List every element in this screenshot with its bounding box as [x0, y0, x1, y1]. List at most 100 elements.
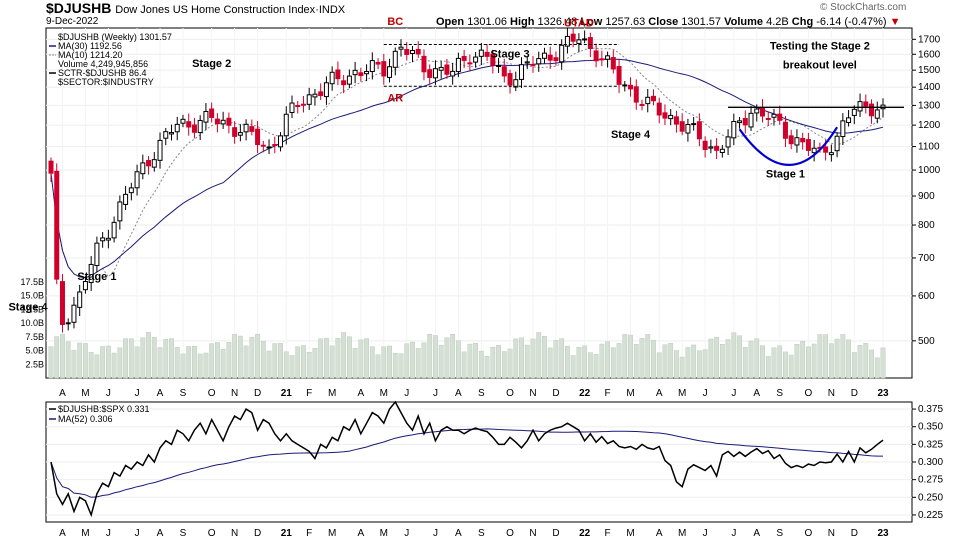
candle-body	[530, 63, 536, 66]
volume-bar	[679, 356, 685, 379]
low-value: 1257.63	[605, 16, 646, 28]
candle-body	[564, 35, 570, 47]
volume-bar	[570, 355, 576, 379]
candle-body	[249, 126, 255, 132]
volume-bar	[501, 351, 507, 379]
candle-body	[243, 123, 249, 133]
volume-bar	[622, 334, 628, 379]
x-tick-label: A	[656, 388, 663, 399]
price-tick-label: 1300	[918, 100, 941, 111]
volume-bar	[134, 346, 140, 379]
rs-legend-entry: $DJUSHB:$SPX 0.331	[58, 404, 150, 414]
volume-bar	[157, 347, 163, 379]
candle-body	[105, 237, 111, 241]
volume-bar	[788, 354, 794, 379]
volume-bar	[410, 341, 415, 379]
x-tick-label: O	[208, 388, 216, 399]
candle-body	[782, 121, 788, 139]
candle-body	[673, 116, 679, 125]
volume-bar	[628, 334, 633, 379]
volume-bar	[260, 340, 266, 379]
volume-bar	[352, 348, 358, 379]
candle-body	[702, 140, 708, 150]
volume-bar	[593, 354, 599, 379]
candle-body	[226, 117, 232, 126]
price-legend-entry: $DJUSHB (Weekly) 1301.57	[58, 32, 172, 42]
volume-bar	[71, 349, 77, 379]
x-tick-label: M	[626, 388, 634, 399]
stage-label: Stage 2	[192, 58, 231, 70]
price-legend-entry: SCTR-$DJUSHB 86.4	[58, 68, 147, 78]
volume-bar	[702, 349, 708, 379]
candle-body	[260, 144, 266, 147]
rs-x-tick-label: S	[776, 528, 783, 539]
candle-body	[329, 71, 335, 85]
volume-bar	[857, 345, 863, 379]
candle-body	[323, 82, 329, 98]
volume-value: 4.2B	[766, 16, 789, 28]
candle-body	[151, 159, 157, 168]
volume-bar	[823, 334, 829, 379]
chart-symbol: $DJUSHB Dow Jones US Home Construction I…	[46, 0, 345, 16]
candle-body	[559, 44, 565, 63]
volume-bar	[77, 342, 83, 379]
rs-tick-label: 0.325	[918, 439, 943, 450]
rs-x-tick-label: J	[703, 528, 708, 539]
candle-body	[346, 75, 352, 85]
candle-body	[54, 170, 60, 280]
rs-legend-entry: MA(52) 0.306	[58, 414, 113, 424]
volume-bar	[674, 350, 679, 379]
candle-body	[760, 106, 766, 117]
candle-body	[748, 112, 754, 128]
candle-body	[874, 109, 880, 119]
rs-x-tick-label: J	[135, 528, 140, 539]
rs-ratio-line	[50, 400, 884, 518]
volume-bar	[318, 338, 324, 379]
candle-body	[731, 121, 737, 139]
volume-bar	[398, 353, 404, 379]
candle-body	[765, 117, 771, 120]
volume-bar	[111, 352, 117, 379]
price-tick-label: 900	[918, 191, 935, 202]
volume-bar	[415, 348, 421, 379]
x-tick-label: A	[753, 388, 760, 399]
candle-body	[467, 62, 473, 65]
volume-bar	[455, 340, 461, 379]
candle-body	[800, 137, 806, 143]
candle-body	[725, 136, 731, 148]
candle-body	[650, 95, 656, 102]
rs-x-tick-label: 22	[579, 528, 591, 539]
candle-body	[295, 105, 301, 108]
price-tick-label: 1500	[918, 65, 941, 76]
chg-value: -6.14 (-0.47%)	[816, 16, 887, 28]
rs-x-tick-label: M	[380, 528, 388, 539]
price-tick-label: 1700	[918, 34, 941, 45]
rs-x-tick-label: A	[656, 528, 663, 539]
volume-bar	[880, 347, 886, 379]
x-tick-label: J	[731, 388, 736, 399]
volume-bar	[478, 350, 484, 379]
x-tick-label: J	[404, 388, 409, 399]
rs-x-tick-label: M	[81, 528, 89, 539]
price-tick-label: 600	[918, 291, 935, 302]
volume-bar	[295, 346, 301, 379]
candle-body	[427, 69, 433, 78]
volume-label: Volume	[724, 16, 764, 28]
volume-bar	[846, 339, 851, 379]
candle-body	[811, 147, 817, 154]
volume-bar	[232, 333, 238, 379]
rs-x-tick-label: O	[805, 528, 813, 539]
x-tick-label: 22	[579, 388, 591, 399]
volume-bar	[100, 346, 106, 379]
volume-bar	[301, 345, 306, 379]
rs-x-tick-label: J	[433, 528, 438, 539]
candle-body	[71, 304, 77, 323]
volume-bar	[863, 343, 869, 379]
candle-body	[478, 49, 484, 57]
volume-bar	[335, 338, 341, 379]
candle-body	[77, 291, 83, 308]
candle-body	[696, 121, 702, 140]
volume-bar	[794, 344, 800, 379]
volume-bar	[851, 352, 857, 379]
candle-body	[857, 101, 863, 112]
